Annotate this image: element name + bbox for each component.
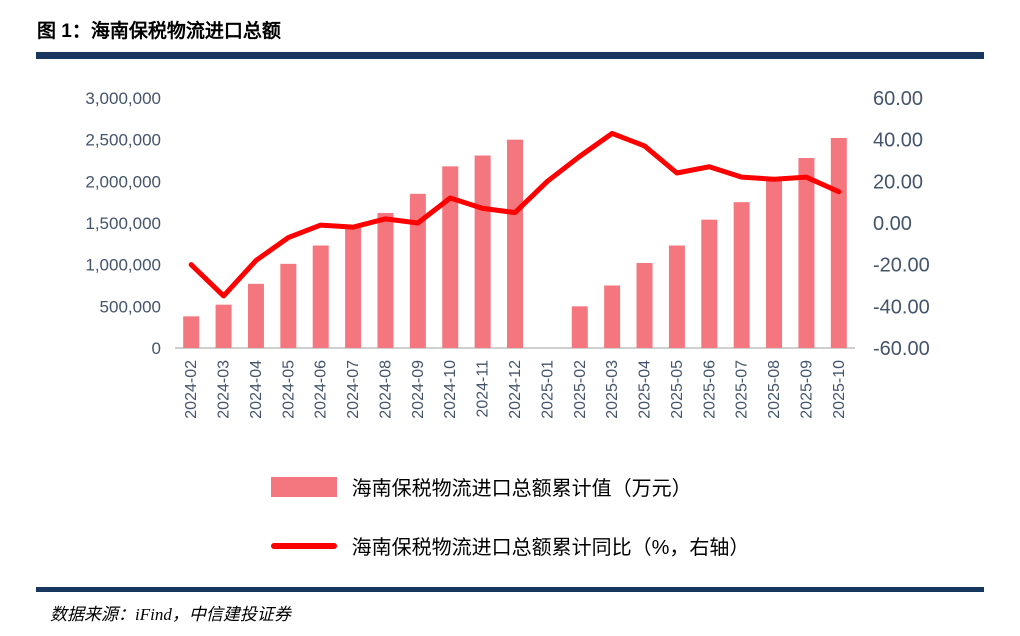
bar: [571, 306, 588, 348]
bar: [409, 193, 426, 348]
left-axis-tick-label: 2,500,000: [85, 131, 161, 150]
x-axis-label: 2025-09: [798, 360, 815, 419]
x-axis-label: 2024-05: [280, 360, 297, 419]
x-axis-label: 2025-01: [539, 360, 556, 419]
x-axis-label: 2024-04: [248, 360, 265, 419]
x-axis-label: 2024-09: [410, 360, 427, 419]
x-axis-label: 2025-05: [669, 360, 686, 419]
x-axis-label: 2024-06: [313, 360, 330, 419]
bottom-divider: [36, 587, 984, 592]
bar: [377, 213, 394, 348]
x-axis-label: 2025-03: [604, 360, 621, 419]
data-source: 数据来源：iFind，中信建投证券: [50, 605, 291, 624]
figure-title: 图 1：海南保税物流进口总额: [37, 21, 281, 42]
line-series: [188, 130, 842, 299]
left-axis-tick-label: 500,000: [100, 297, 161, 316]
bar: [733, 202, 750, 348]
legend-label-bar-series: 海南保税物流进口总额累计值（万元）: [351, 478, 692, 500]
bar: [183, 316, 200, 348]
right-axis-tick-label: 40.00: [873, 130, 923, 152]
right-axis-tick-label: 0.00: [873, 213, 912, 235]
chart-legend: 海南保税物流进口总额累计值（万元） 海南保税物流进口总额累计同比（%，右轴）: [0, 472, 1020, 560]
bar: [280, 263, 297, 348]
right-axis-tick-label: -60.00: [873, 338, 930, 360]
line-series-swatch: [270, 542, 337, 549]
right-axis-tick-label: 20.00: [873, 171, 923, 193]
legend-item-bar-series: 海南保税物流进口总额累计值（万元）: [270, 472, 750, 501]
right-axis-tick-label: -40.00: [873, 296, 930, 318]
legend-items: 海南保税物流进口总额累计值（万元） 海南保税物流进口总额累计同比（%，右轴）: [270, 472, 750, 560]
right-axis-tick-label: -20.00: [873, 255, 930, 277]
left-axis-tick-label: 0: [152, 339, 161, 358]
bar: [474, 155, 491, 348]
x-axis-label: 2025-06: [701, 360, 718, 419]
bar: [312, 245, 329, 348]
bar: [345, 228, 362, 348]
x-axis-label: 2024-12: [507, 360, 524, 419]
x-axis-label: 2024-07: [345, 360, 362, 419]
x-axis-label: 2024-03: [216, 360, 233, 419]
legend-label-line-series: 海南保税物流进口总额累计同比（%，右轴）: [351, 537, 750, 559]
bar-series-swatch: [270, 476, 337, 497]
x-axis-label: 2025-04: [637, 360, 654, 419]
x-axis-label: 2025-07: [734, 360, 751, 419]
x-axis-label: 2024-08: [377, 360, 394, 419]
left-axis-tick-label: 1,000,000: [85, 256, 161, 275]
bar: [830, 138, 847, 348]
x-axis-label: 2024-02: [183, 360, 200, 419]
x-axis-label: 2024-10: [442, 360, 459, 419]
left-axis-tick-label: 3,000,000: [85, 89, 161, 108]
bar: [668, 245, 685, 348]
x-axis-label: 2025-08: [766, 360, 783, 419]
bar: [604, 285, 621, 348]
bar: [636, 263, 653, 348]
bar: [442, 166, 459, 348]
x-axis-label: 2024-11: [475, 360, 492, 418]
left-axis-tick-label: 1,500,000: [85, 214, 161, 233]
x-axis-label: 2025-02: [572, 360, 589, 419]
bar: [766, 180, 783, 348]
bar: [247, 283, 264, 348]
bar: [701, 219, 718, 348]
top-divider: [36, 52, 984, 59]
right-axis-tick-label: 60.00: [873, 88, 923, 110]
bar: [507, 139, 523, 348]
combo-chart: 0 500,000 1,000,000 1,500,000 2,000,000 2,500…: [85, 88, 930, 419]
x-axis-label: 2025-10: [831, 360, 848, 419]
bar: [798, 158, 815, 348]
left-axis-tick-label: 2,000,000: [85, 172, 161, 191]
bar: [215, 304, 232, 348]
legend-item-line-series: 海南保税物流进口总额累计同比（%，右轴）: [270, 531, 750, 560]
